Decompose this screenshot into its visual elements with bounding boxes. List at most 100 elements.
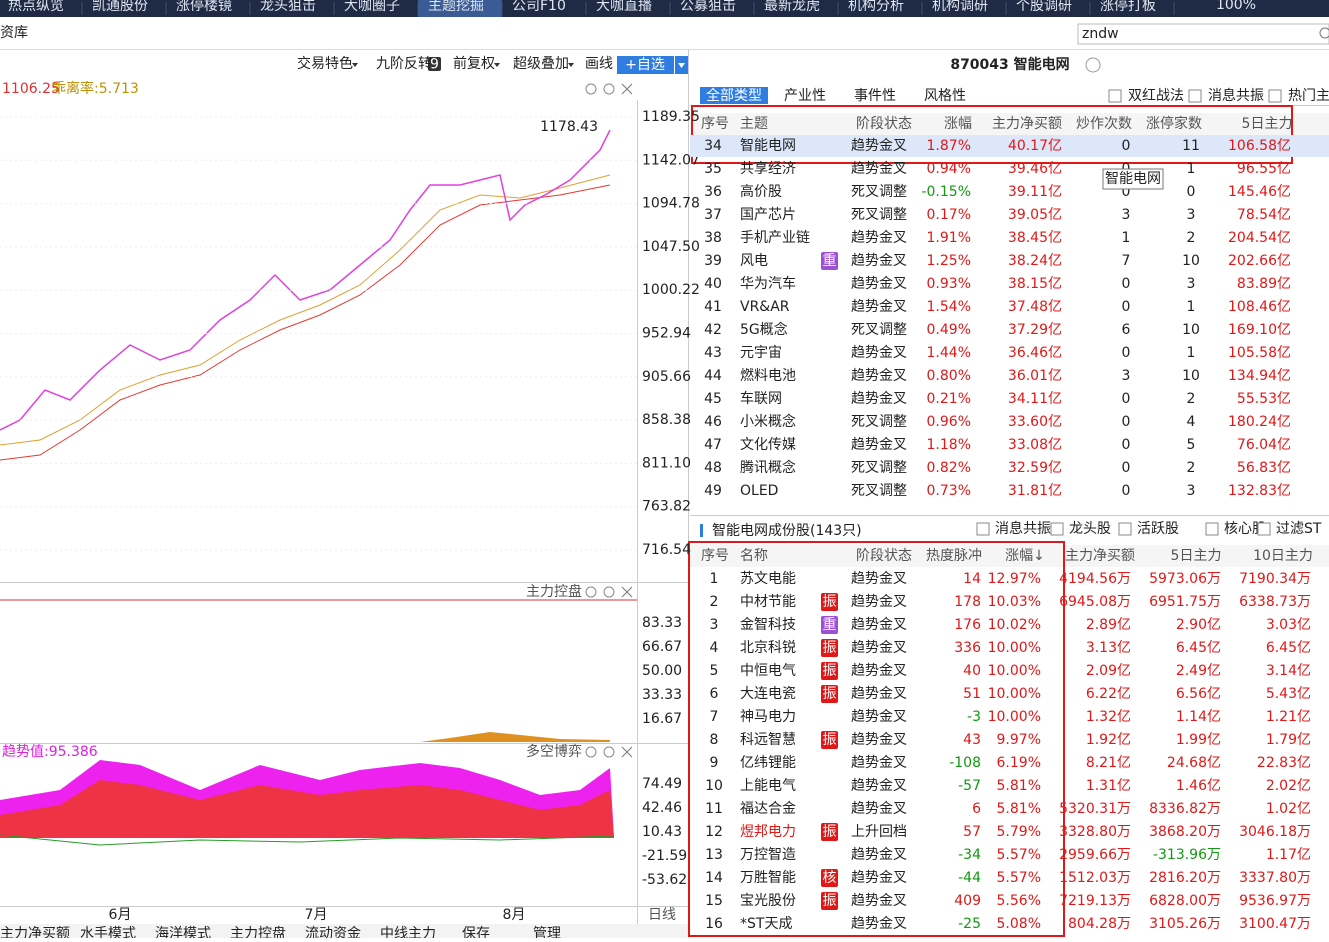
table-cell: 43 [963,732,981,748]
type-tab[interactable]: 全部类型 [706,87,762,104]
bottom-tab[interactable]: 中线主力 [380,926,436,942]
type-tab[interactable]: 产业性 [784,88,826,104]
search-box[interactable] [1077,23,1329,45]
bottom-tab[interactable]: 主力控盘 [230,925,286,942]
toolbar-item[interactable]: 前复权 [453,55,495,72]
filter-label[interactable]: 消息共振 [995,520,1051,537]
y-tick-label: 1000.22 [642,282,700,298]
column-header[interactable]: 序号 [701,116,729,132]
tab[interactable]: 涨停打板 [1100,0,1156,14]
column-header[interactable]: 热度脉冲 [926,548,982,564]
table-cell: 42 [704,322,722,338]
column-header[interactable]: 名称 [740,548,768,564]
breadcrumb: 资库 [0,25,28,41]
tab[interactable]: 机构调研 [932,0,988,14]
table-cell: 5 [1187,437,1196,453]
checkbox[interactable] [1050,522,1064,536]
icon[interactable] [603,586,615,598]
tab[interactable]: 热点纵览 [8,0,64,14]
table-cell: 死叉调整 [851,207,907,223]
bottom-tab[interactable]: 海洋模式 [155,926,211,942]
tab[interactable]: 涨停楼镜 [176,0,232,14]
type-tab[interactable]: 风格性 [924,88,966,104]
bottom-tab[interactable]: 保存 [462,926,490,942]
close-icon[interactable] [621,83,633,95]
toolbar-item[interactable]: 交易特色 [297,55,353,72]
tag [821,731,838,749]
checkbox[interactable] [1188,89,1202,103]
selected-row[interactable] [690,135,1329,157]
column-header[interactable]: 炒作次数 [1076,116,1132,132]
info-icon[interactable] [1085,57,1101,73]
column-header[interactable]: 阶段状态 [856,116,912,132]
close-icon[interactable] [621,746,633,758]
filter-label[interactable]: 热门主题 [1288,88,1329,104]
table-cell: 3 [1187,483,1196,499]
column-header[interactable]: 涨停家数 [1146,115,1202,132]
filter-label[interactable]: 消息共振 [1208,87,1264,104]
filter-label[interactable]: 龙头股 [1069,521,1111,537]
table-cell: 204.54亿 [1228,230,1291,246]
y-tick-label: 50.00 [642,663,682,679]
icon[interactable] [585,83,597,95]
type-tab[interactable]: 事件性 [854,88,896,104]
tab[interactable]: 机构分析 [848,0,904,14]
column-header[interactable]: 10日主力 [1253,548,1313,564]
icon[interactable] [585,586,597,598]
icon[interactable] [603,746,615,758]
checkbox[interactable] [1205,522,1219,536]
bottom-tab[interactable]: 管理 [533,926,561,942]
close-icon[interactable] [621,586,633,598]
toolbar-item[interactable]: 画线 [585,56,613,72]
filter-label[interactable]: 过滤ST [1276,521,1322,537]
column-header[interactable]: 5日主力 [1171,548,1222,564]
tab[interactable]: 公司F10 [512,0,566,14]
table-cell: 趋势金叉 [851,161,907,177]
tab[interactable]: 最新龙虎 [764,0,820,14]
icon[interactable] [585,746,597,758]
tab-bar [0,0,1329,17]
table-cell: 9.97% [997,732,1041,748]
table-cell: 8.21亿 [1086,755,1131,771]
column-header[interactable]: 5日主力 [1242,116,1293,132]
table-cell: 0.80% [927,368,971,384]
tab[interactable]: 大咖圈子 [344,0,400,14]
table-cell: 6828.00万 [1149,893,1221,909]
checkbox[interactable] [1108,89,1122,103]
bottom-tab[interactable]: 流动资金 [305,926,361,942]
active-tab[interactable] [418,0,502,17]
tab[interactable]: 公募狙击 [680,0,736,14]
tab[interactable]: 个股调研 [1016,0,1072,14]
icon[interactable] [603,83,615,95]
checkbox[interactable] [1118,522,1132,536]
add-button-text[interactable]: +自选 [625,57,665,73]
toolbar-item[interactable]: 超级叠加 [513,56,569,72]
filter-label[interactable]: 核心股 [1224,521,1266,537]
checkbox[interactable] [976,522,990,536]
dropdown-arrow [494,63,500,67]
checkbox[interactable] [1268,89,1282,103]
y-tick-label: 42.46 [642,800,682,816]
tab[interactable]: 龙头狙击 [260,0,316,14]
checkbox[interactable] [1257,522,1271,536]
add-button[interactable] [617,56,674,74]
column-header[interactable]: 涨幅 [944,116,972,132]
column-header[interactable]: 主力净买额 [992,116,1062,132]
tab[interactable]: 大咖直播 [596,0,652,14]
column-header[interactable]: 主力净买额 [1065,548,1135,564]
filter-label[interactable]: 双红战法 [1128,88,1184,104]
active-type-tab[interactable] [700,87,768,104]
column-header[interactable]: 序号 [701,548,729,564]
column-header[interactable]: 阶段状态 [856,548,912,564]
column-header[interactable]: 涨幅↓ [1005,548,1045,564]
period-label[interactable]: 日线 [648,907,676,923]
bottom-tab[interactable]: 主力净买额 [0,926,70,942]
toolbar-item[interactable]: 九阶反转 [376,56,432,72]
table-cell: 5320.31万 [1059,801,1131,817]
tab[interactable]: 主题挖掘 [428,0,484,14]
table-header [690,113,1329,135]
filter-label[interactable]: 活跃股 [1137,521,1179,537]
bottom-tab[interactable]: 水手模式 [80,926,136,942]
column-header[interactable]: 主题 [740,116,768,132]
tab[interactable]: 凯通股份 [92,0,148,14]
